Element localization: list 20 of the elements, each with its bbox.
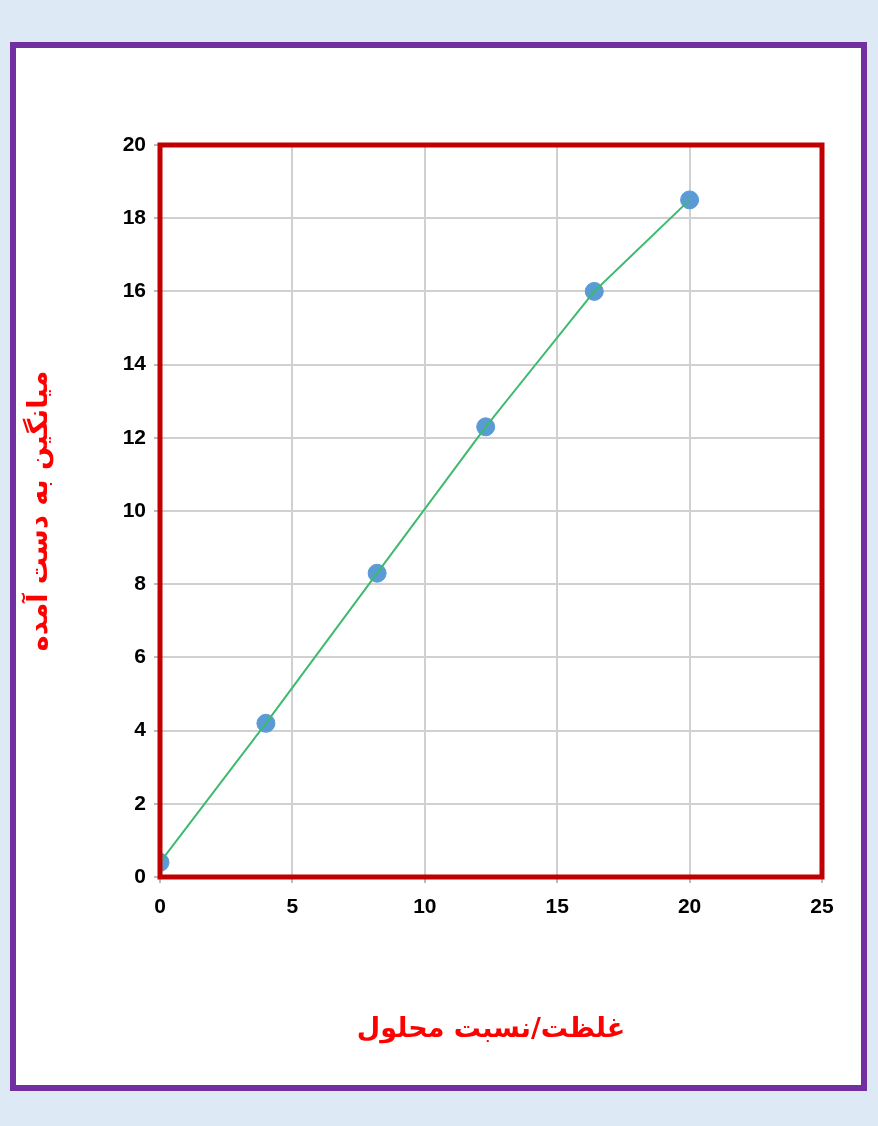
y-tick-label: 18 <box>122 205 147 228</box>
y-tick-label: 20 <box>122 131 146 155</box>
point <box>680 190 700 210</box>
y-tick-label: 4 <box>134 717 147 741</box>
x-tick-label: 25 <box>810 894 834 918</box>
y-tick-label: 12 <box>122 424 146 448</box>
y-tick-label: 14 <box>122 351 147 375</box>
y-tick-label: 2 <box>134 790 146 814</box>
y-tick-label: 10 <box>122 497 146 521</box>
x-axis-title: غلظت/نسبت محلول <box>356 1011 626 1044</box>
y-tick-label: 8 <box>134 571 147 594</box>
y-tick-label: 0 <box>134 863 146 887</box>
y-axis-title: میانگین به دست آمده <box>21 370 55 652</box>
x-tick-label: 15 <box>545 894 570 918</box>
y-tick-label: 6 <box>134 644 146 668</box>
y-tick-label: 16 <box>122 278 146 302</box>
x-tick-label: 5 <box>286 894 299 918</box>
x-tick-label: 20 <box>677 894 702 918</box>
x-tick-label: 0 <box>154 894 166 918</box>
x-tick-label: 10 <box>413 894 437 918</box>
